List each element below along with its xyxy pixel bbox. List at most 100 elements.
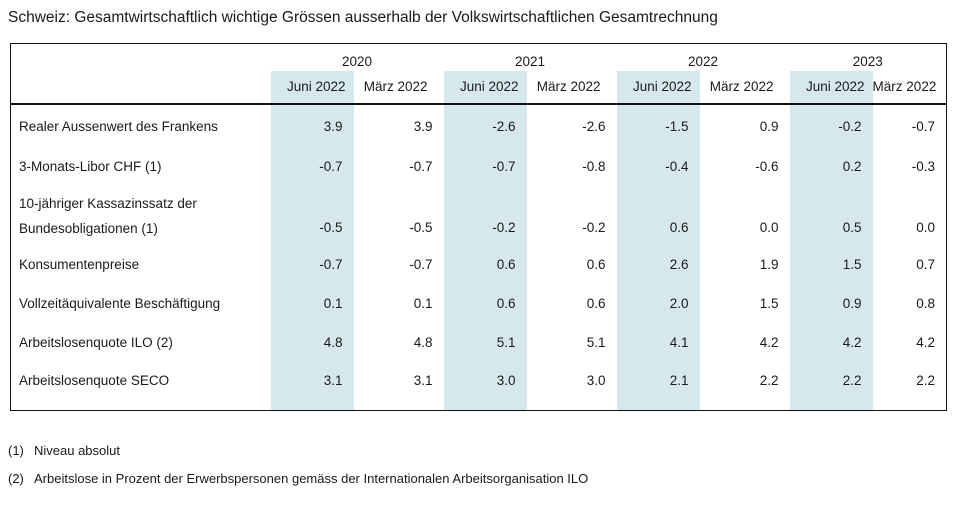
row-label: Vollzeitäquivalente Beschäftigung — [11, 284, 271, 324]
value-cell: 0.6 — [586, 296, 606, 311]
value-cell: 3.1 — [270, 361, 354, 400]
value-cell: 0.0 — [916, 219, 936, 235]
year-header: 2022 — [688, 53, 719, 69]
corner-cell — [10, 70, 271, 105]
value-cell: -2.6 — [582, 118, 606, 134]
row-label: Arbeitslosenquote SECO — [11, 362, 271, 400]
value-cell: 3.9 — [413, 118, 433, 134]
value-cell: 0.6 — [443, 245, 527, 284]
value-cell: -0.7 — [270, 245, 354, 284]
value-cell: 0.0 — [759, 219, 779, 235]
value-cell: -0.8 — [582, 159, 606, 174]
value-cell: -0.3 — [911, 159, 936, 174]
value-cell: 5.1 — [443, 323, 527, 362]
spacer-cell — [873, 400, 947, 411]
row-label-line: Konsumentenpreise — [19, 257, 140, 272]
value-cell: 2.2 — [916, 373, 936, 388]
page: Schweiz: Gesamtwirtschaftlich wichtige G… — [8, 9, 960, 486]
spacer-cell — [789, 399, 873, 411]
row-label: Arbeitslosenquote ILO (2) — [11, 324, 271, 362]
row-label-line: 3-Monats-Libor CHF (1) — [19, 159, 162, 174]
value-cell: 0.8 — [916, 296, 936, 311]
row-label-line: 10-jähriger Kassazinssatz der — [19, 195, 197, 211]
value-cell: -0.5 — [409, 219, 433, 235]
row-label: Konsumentenpreise — [11, 246, 271, 284]
value-cell: -0.2 — [582, 219, 606, 235]
value-cell: 4.2 — [916, 335, 936, 350]
value-cell: 3.0 — [443, 361, 527, 400]
value-cell: 1.5 — [759, 296, 779, 311]
table-row: 3-Monats-Libor CHF (1) -0.7 -0.7 -0.7 -0.8 -0… — [11, 147, 947, 186]
value-cell: 3.0 — [586, 373, 606, 388]
page-title: Schweiz: Gesamtwirtschaftlich wichtige G… — [8, 9, 718, 26]
value-cell: 0.1 — [413, 296, 433, 311]
footnote: (1) Niveau absolut — [8, 443, 960, 458]
month-header-maerz: März 2022 — [699, 70, 790, 105]
value-cell: 1.5 — [789, 245, 873, 284]
value-cell: 4.8 — [270, 323, 354, 362]
spacer-row — [11, 399, 947, 411]
value-cell: 0.9 — [759, 118, 779, 134]
spacer-cell — [443, 399, 527, 411]
value-cell: 2.2 — [759, 373, 779, 388]
value-cell: -1.5 — [616, 103, 700, 148]
table-row: Konsumentenpreise -0.7 -0.7 0.6 0.6 2.6 1.9 1.5… — [11, 245, 947, 284]
value-cell: 2.0 — [616, 283, 700, 324]
row-label: 10-jähriger Kassazinssatz der Bundesoblig… — [11, 186, 271, 246]
value-cell: 0.5 — [789, 185, 873, 246]
value-cell: 3.9 — [270, 103, 354, 148]
spacer-cell — [616, 399, 700, 411]
value-cell: 4.1 — [616, 323, 700, 362]
month-header-row: Juni 2022 März 2022 Juni 2022 März 2022 Juni… — [10, 70, 947, 105]
month-header-juni: Juni 2022 — [270, 70, 354, 105]
value-cell: 0.6 — [443, 283, 527, 324]
spacer-cell — [527, 400, 617, 411]
month-header-juni: Juni 2022 — [443, 70, 527, 105]
footnote-text: Niveau absolut — [34, 443, 120, 458]
value-cell: 0.6 — [616, 185, 700, 246]
value-cell: -0.7 — [409, 159, 433, 174]
row-label: Realer Aussenwert des Frankens — [11, 104, 271, 148]
row-label-line: Arbeitslosenquote ILO (2) — [19, 335, 173, 350]
year-header-row: 2020 2021 2022 2023 — [11, 44, 947, 71]
value-cell: 4.2 — [759, 335, 779, 350]
value-cell: 2.1 — [616, 361, 700, 400]
value-cell: 4.8 — [413, 335, 433, 350]
table-row: Realer Aussenwert des Frankens 3.9 3.9 -2.6… — [11, 103, 947, 148]
value-cell: -0.6 — [755, 159, 779, 174]
month-header-maerz: März 2022 — [872, 70, 947, 105]
economic-indicators-table: 2020 2021 2022 2023 Juni 2022 März 2022 Juni 2… — [10, 43, 948, 411]
footnote-marker: (1) — [8, 443, 24, 458]
value-cell: 2.2 — [789, 361, 873, 400]
spacer-cell — [700, 400, 790, 411]
value-cell: -2.6 — [443, 103, 527, 148]
spacer-cell — [270, 399, 354, 411]
spacer-cell — [11, 400, 271, 411]
month-header-maerz: März 2022 — [353, 70, 444, 105]
value-cell: -0.7 — [911, 118, 936, 134]
value-cell: -0.2 — [443, 185, 527, 246]
month-header-maerz: März 2022 — [526, 70, 617, 105]
value-cell: 0.9 — [789, 283, 873, 324]
value-cell: 1.9 — [759, 257, 779, 272]
table-row: Vollzeitäquivalente Beschäftigung 0.1 0.1 0… — [11, 283, 947, 324]
value-cell: -0.4 — [616, 147, 700, 186]
month-header-juni: Juni 2022 — [616, 70, 700, 105]
value-cell: -0.7 — [270, 147, 354, 186]
value-cell: 4.2 — [789, 323, 873, 362]
value-cell: -0.7 — [443, 147, 527, 186]
value-cell: 3.1 — [413, 373, 433, 388]
table-header: 2020 2021 2022 2023 Juni 2022 März 2022 Juni 2… — [10, 44, 947, 105]
month-header-juni: Juni 2022 — [789, 70, 873, 105]
footnote-marker: (2) — [8, 471, 24, 486]
row-label: 3-Monats-Libor CHF (1) — [11, 148, 271, 186]
row-label-line: Bundesobligationen (1) — [19, 220, 158, 236]
table-row: Arbeitslosenquote SECO 3.1 3.1 3.0 3.0 2.1 2.2… — [11, 361, 947, 400]
table-row: Arbeitslosenquote ILO (2) 4.8 4.8 5.1 5.1 4.1… — [11, 323, 947, 362]
value-cell: 0.7 — [916, 257, 936, 272]
year-header: 2020 — [341, 53, 373, 69]
value-cell: 2.6 — [616, 245, 700, 284]
year-header: 2023 — [852, 53, 883, 69]
table-body: Realer Aussenwert des Frankens 3.9 3.9 -2.6… — [11, 103, 947, 411]
value-cell: 0.2 — [789, 147, 873, 186]
